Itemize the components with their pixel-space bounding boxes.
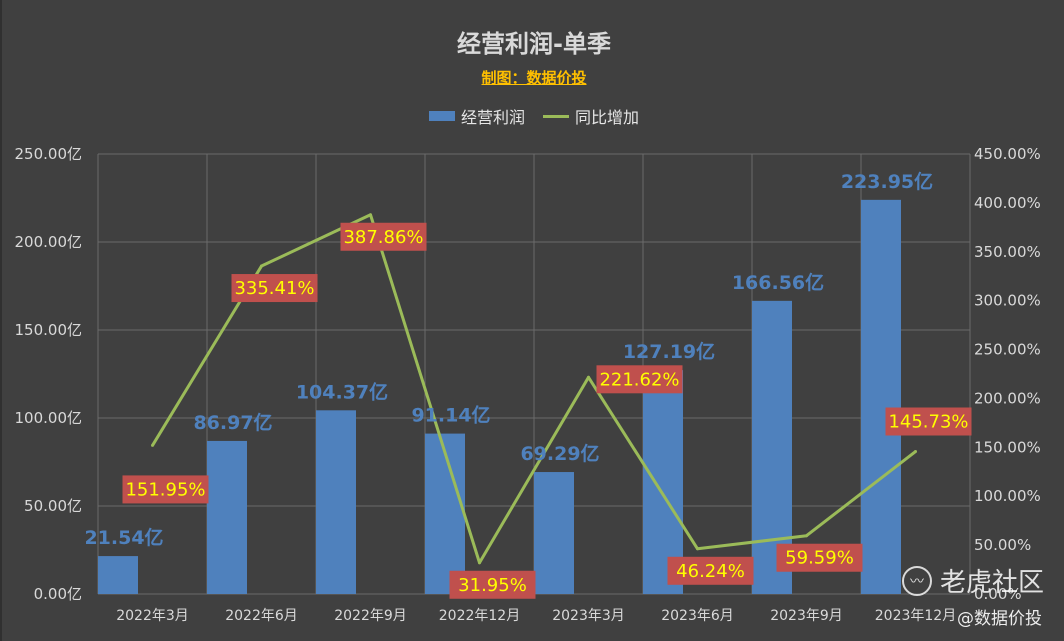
bar-data-label: 223.95亿 [841,170,933,193]
legend-item-bar: 经营利润 [428,104,525,128]
legend-label-bar: 经营利润 [460,108,525,127]
line-point [587,375,590,379]
line-data-label: 151.95% [125,479,205,500]
watermark: 〰 老虎社区 [901,562,1044,599]
y-left-tick-label: 50.00亿 [24,497,82,515]
chart-subtitle-wrap: 制图：数据价投 [2,67,1064,88]
y-right-tick-label: 450.00% [974,145,1041,163]
y-left-tick-label: 100.00亿 [15,409,83,427]
bar [643,370,683,594]
y-right-tick-label: 200.00% [974,389,1041,407]
line-point [914,450,917,454]
y-left-tick-label: 200.00亿 [15,233,83,251]
line-point [478,561,481,565]
bar-data-label: 127.19亿 [623,340,715,363]
bar-data-label: 166.56亿 [732,271,824,294]
bar [207,440,247,594]
y-right-tick-label: 150.00% [974,438,1041,456]
chart-title: 经营利润-单季 [457,30,611,58]
bar-data-label: 91.14亿 [411,404,490,427]
line-label-box [596,365,683,394]
bar-data-label: 21.54亿 [84,526,163,549]
x-tick-label: 2023年9月 [770,608,843,624]
legend-label-line: 同比增加 [575,108,640,127]
line-label-box [122,475,209,504]
y-right-tick-label: 0.00% [974,585,1022,603]
y-right-tick-label: 100.00% [974,487,1041,505]
line-data-label: 31.95% [458,575,527,596]
x-tick-label: 2022年6月 [225,608,298,624]
y-left-tick-label: 250.00亿 [15,145,83,163]
y-right-tick-label: 300.00% [974,292,1041,310]
line-point [369,213,372,217]
bar [861,199,901,594]
legend-swatch-bar [428,111,455,121]
watermark-text: 老虎社区 [939,568,1044,598]
y-right-tick-label: 350.00% [974,243,1041,261]
bar-data-label: 69.29亿 [520,442,599,465]
line-data-label: 387.86% [343,227,423,248]
line-data-label: 335.41% [234,278,314,299]
legend: 经营利润 同比增加 [2,104,1064,128]
line-label-box [449,570,536,599]
x-tick-label: 2022年12月 [439,608,520,624]
line-data-label: 221.62% [599,369,679,390]
tiger-logo-icon: 〰 [901,565,932,596]
line-data-label: 46.24% [676,561,745,582]
y-left-tick-label: 0.00亿 [34,585,82,603]
x-tick-label: 2022年9月 [334,608,407,624]
x-tick-label: 2023年6月 [661,608,734,624]
y-right-tick-label: 50.00% [974,536,1031,554]
chart-subtitle: 制图：数据价投 [481,69,587,87]
legend-swatch-line [543,114,569,118]
bar [534,472,574,594]
line-label-box [885,407,972,436]
line-label-box [231,274,318,303]
line-label-box [776,543,863,572]
line-series [151,213,917,565]
line-label-box [667,556,754,585]
line-point [260,264,263,268]
line-data-label: 59.59% [785,548,854,569]
bar [425,433,465,594]
y-left-tick-label: 150.00亿 [15,321,83,339]
bar [316,410,356,594]
x-tick-label: 2022年3月 [116,608,189,624]
line-point [151,443,154,447]
x-tick-label: 2023年12月 [875,608,956,624]
line-point [696,547,699,551]
bar-data-label: 104.37亿 [296,380,388,403]
x-tick-label: 2023年3月 [552,608,625,624]
line-data-label: 145.73% [888,412,968,433]
watermark-handle: @数据价投 [957,609,1042,629]
line-label-box [340,222,427,251]
legend-item-line: 同比增加 [543,104,639,128]
bar-data-label: 86.97亿 [193,411,272,434]
bar [98,556,138,594]
y-right-tick-label: 400.00% [974,194,1041,212]
y-right-tick-label: 250.00% [974,341,1041,359]
line-point [805,534,808,538]
